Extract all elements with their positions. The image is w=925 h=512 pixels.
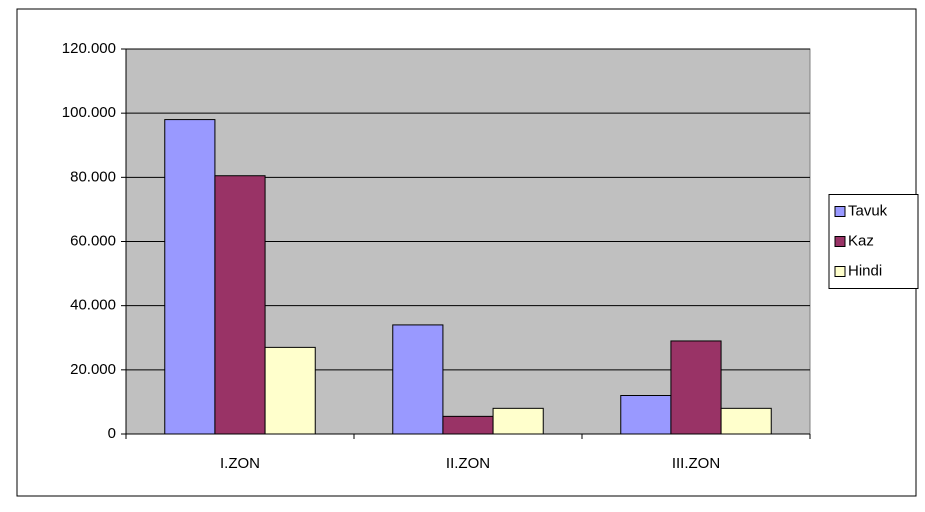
y-tick-label: 20.000	[70, 361, 116, 378]
legend-swatch	[834, 206, 846, 217]
bar	[670, 340, 722, 435]
legend-swatch	[834, 266, 846, 277]
bar	[442, 415, 494, 435]
legend-label: Tavuk	[848, 202, 888, 219]
bar	[264, 346, 316, 435]
legend-label: Kaz	[848, 232, 874, 249]
y-tick-label: 0	[108, 425, 116, 442]
x-tick-label: II.ZON	[446, 455, 490, 472]
y-tick-label: 120.000	[62, 40, 116, 57]
y-tick-label: 40.000	[70, 297, 116, 314]
y-tick-label: 60.000	[70, 232, 116, 249]
x-tick-label: I.ZON	[220, 455, 260, 472]
bar	[214, 175, 266, 435]
legend-swatch	[834, 236, 846, 247]
bar	[492, 407, 544, 435]
y-tick-label: 80.000	[70, 168, 116, 185]
x-tick-label: III.ZON	[672, 455, 720, 472]
y-tick-label: 100.000	[62, 104, 116, 121]
bar	[164, 119, 216, 435]
legend-label: Hindi	[848, 262, 882, 279]
bar	[720, 407, 772, 435]
bar	[392, 324, 444, 435]
bar	[620, 395, 672, 435]
